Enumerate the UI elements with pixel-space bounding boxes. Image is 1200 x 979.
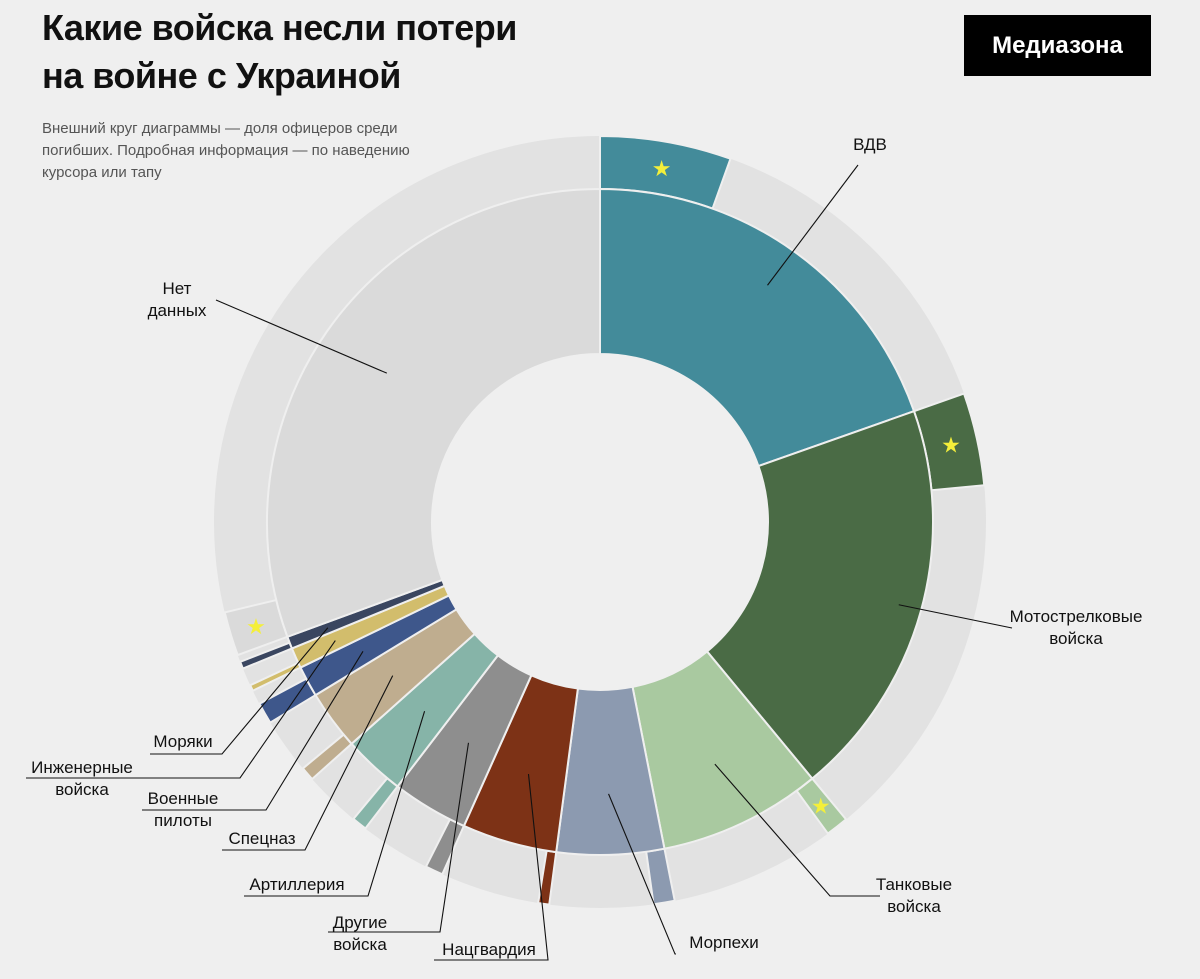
label-артиллерия: Артиллерия bbox=[249, 875, 344, 894]
title-line-1: Какие войска несли потери bbox=[42, 7, 517, 48]
label-вдв: ВДВ bbox=[853, 135, 887, 154]
slice-нет-данных[interactable] bbox=[266, 187, 601, 639]
label-нет-данных: Нет данных bbox=[148, 279, 207, 320]
star-icon: ★ bbox=[246, 614, 266, 639]
label-нацгвардия: Нацгвардия bbox=[442, 940, 536, 959]
leader-line bbox=[898, 604, 1013, 629]
leader-line bbox=[150, 627, 329, 755]
star-icon: ★ bbox=[652, 156, 672, 181]
star-markers: ★ ★ ★ ★ bbox=[246, 156, 961, 819]
leader-line bbox=[434, 773, 549, 961]
label-моряки: Моряки bbox=[153, 732, 212, 751]
leader-line bbox=[328, 742, 470, 933]
title-line-2: на войне с Украиной bbox=[42, 55, 401, 96]
leader-line bbox=[26, 640, 336, 779]
leader-line bbox=[215, 299, 388, 374]
leader-line bbox=[244, 711, 426, 897]
star-icon: ★ bbox=[811, 794, 831, 819]
leader-line bbox=[767, 164, 859, 286]
label-инженерные-войска: Инженерные войска bbox=[31, 758, 133, 799]
inner-ring bbox=[266, 187, 934, 856]
label-leaders bbox=[26, 164, 1013, 961]
star-icon: ★ bbox=[941, 432, 961, 457]
leader-line bbox=[222, 675, 394, 851]
leader-line bbox=[142, 651, 364, 811]
leader-line bbox=[714, 763, 880, 897]
label-мотострелковые-войска: Мотострелковые войска bbox=[1010, 607, 1143, 648]
slice-мотострелковые-войска[interactable] bbox=[705, 409, 934, 780]
chart-subtitle: Внешний круг диаграммы — доля офицеров с… bbox=[42, 120, 410, 181]
segment-labels: ВДВ Мотострелковые войска Танковые войска Мор… bbox=[31, 135, 1142, 959]
leader-line bbox=[608, 793, 676, 955]
slice-вдв[interactable] bbox=[599, 187, 916, 468]
label-другие-войска: Другие войска bbox=[333, 913, 388, 954]
chart-title: Какие войска несли потери на войне с Укр… bbox=[42, 4, 517, 100]
label-морпехи: Морпехи bbox=[689, 933, 759, 952]
label-танковые-войска: Танковые войска bbox=[876, 875, 952, 916]
label-спецназ: Спецназ bbox=[228, 829, 295, 848]
label-военные-пилоты: Военные пилоты bbox=[148, 789, 219, 830]
mediazona-logo[interactable]: Медиазона bbox=[964, 15, 1151, 76]
